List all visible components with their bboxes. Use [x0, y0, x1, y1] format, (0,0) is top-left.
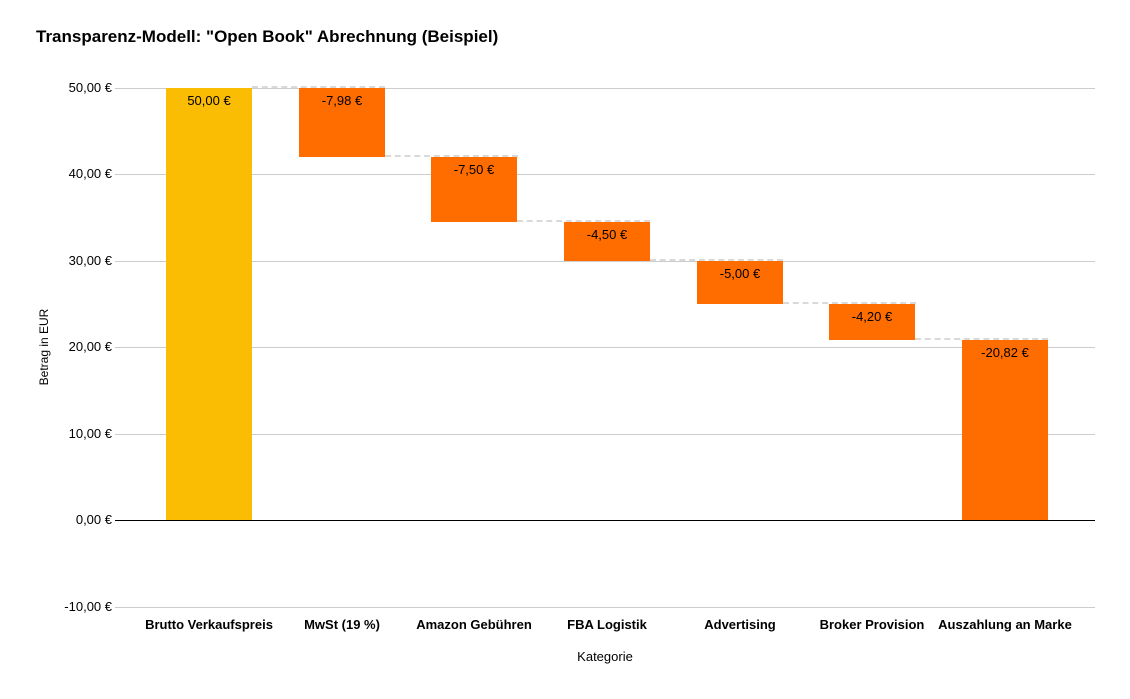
bar: -4,50 € [564, 222, 650, 261]
gridline [115, 174, 1095, 175]
y-tick-label: -10,00 € [64, 599, 112, 614]
bar-value-label: -4,50 € [586, 227, 628, 242]
y-tick-label: 40,00 € [68, 166, 112, 181]
gridline [115, 607, 1095, 608]
bar: 50,00 € [166, 88, 252, 520]
gridline [115, 88, 1095, 89]
x-category-label: MwSt (19 %) [304, 617, 380, 632]
connector-line [252, 86, 385, 88]
chart-title: Transparenz-Modell: "Open Book" Abrechnu… [36, 27, 499, 46]
gridline [115, 347, 1095, 348]
bar: -20,82 € [962, 340, 1048, 520]
bar-value-label: -20,82 € [981, 345, 1029, 360]
y-tick-label: 30,00 € [68, 253, 112, 268]
bar: -5,00 € [697, 261, 783, 304]
connector-line [650, 259, 783, 261]
connector-line [915, 338, 1048, 340]
bar-value-label: -4,20 € [851, 309, 893, 324]
connector-line [385, 155, 518, 157]
connector-line [783, 302, 916, 304]
y-tick-label: 0,00 € [75, 512, 112, 527]
x-category-label: Advertising [704, 617, 776, 632]
bar-value-label: 50,00 € [187, 93, 231, 108]
x-category-label: FBA Logistik [567, 617, 647, 632]
bar: -4,20 € [829, 304, 915, 340]
bar-value-label: -7,50 € [453, 162, 495, 177]
bar-value-label: -5,00 € [719, 266, 761, 281]
x-axis-title: Kategorie [577, 649, 633, 664]
bar: -7,50 € [431, 157, 517, 222]
gridline [115, 434, 1095, 435]
y-tick-label: 20,00 € [68, 339, 112, 354]
zero-axis-line [115, 520, 1095, 521]
bar-value-label: -7,98 € [321, 93, 363, 108]
connector-line [517, 220, 650, 222]
y-tick-label: 50,00 € [68, 80, 112, 95]
gridline [115, 261, 1095, 262]
y-tick-label: 10,00 € [68, 426, 112, 441]
x-category-label: Brutto Verkaufspreis [145, 617, 273, 632]
x-category-label: Auszahlung an Marke [938, 617, 1072, 632]
x-category-label: Amazon Gebühren [416, 617, 532, 632]
x-category-label: Broker Provision [819, 617, 925, 632]
bar: -7,98 € [299, 88, 385, 157]
